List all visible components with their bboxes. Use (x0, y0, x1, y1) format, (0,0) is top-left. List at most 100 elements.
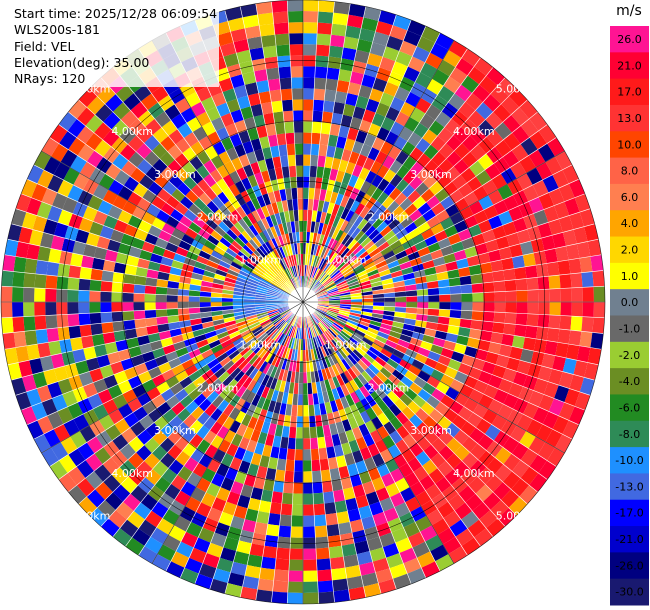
colorbar-tick-label: 1.0 (621, 270, 639, 283)
colorbar-tick-label: -26.0 (615, 559, 643, 572)
velocity-gate (308, 404, 315, 417)
velocity-gate (431, 492, 449, 509)
velocity-gate (582, 302, 594, 318)
velocity-gate (334, 398, 344, 411)
velocity-gate (395, 250, 408, 260)
velocity-gate (236, 494, 251, 509)
velocity-gate (503, 268, 516, 281)
velocity-gate (304, 338, 309, 351)
velocity-gate (558, 371, 574, 389)
velocity-gate (311, 313, 320, 324)
velocity-gate (423, 444, 439, 460)
velocity-gate (317, 569, 333, 582)
ray-separator (302, 6, 367, 303)
velocity-gate (271, 591, 288, 604)
velocity-gate (421, 363, 435, 376)
velocity-gate (332, 12, 349, 26)
velocity-gate (315, 55, 329, 68)
velocity-gate (318, 272, 327, 282)
velocity-gate (522, 252, 536, 267)
velocity-gate (366, 52, 383, 68)
velocity-gate (430, 42, 449, 60)
velocity-gate (242, 575, 260, 590)
velocity-gate (294, 371, 300, 384)
velocity-gate (541, 353, 556, 369)
velocity-gate (447, 325, 460, 335)
velocity-gate (428, 294, 440, 302)
velocity-gate (315, 310, 325, 318)
velocity-gate (279, 514, 292, 527)
velocity-gate (311, 314, 319, 324)
velocity-gate (413, 376, 427, 389)
velocity-gate (387, 259, 400, 269)
velocity-gate (278, 447, 288, 460)
velocity-gate (420, 401, 435, 416)
velocity-gate (408, 227, 422, 240)
velocity-gate (324, 356, 332, 368)
velocity-gate (303, 66, 316, 78)
velocity-gate (315, 308, 327, 316)
velocity-gate (274, 379, 282, 392)
velocity-gate (399, 261, 412, 271)
velocity-gate (376, 371, 388, 383)
velocity-gate (338, 231, 348, 244)
velocity-gate (483, 302, 495, 313)
velocity-gate (404, 203, 418, 217)
velocity-gate (392, 14, 412, 31)
velocity-gate (464, 246, 478, 259)
velocity-gate (415, 138, 431, 154)
velocity-gate (239, 529, 254, 544)
velocity-gate (372, 557, 390, 573)
velocity-gate (478, 370, 493, 385)
velocity-gate (522, 184, 539, 202)
velocity-gate (428, 181, 444, 196)
velocity-gate (425, 534, 443, 552)
velocity-gate (493, 104, 512, 123)
velocity-gate (387, 444, 402, 459)
velocity-gate (327, 290, 339, 296)
velocity-gate (488, 399, 504, 415)
velocity-gate (571, 302, 583, 317)
velocity-gate (574, 391, 591, 411)
velocity-gate (328, 294, 340, 298)
velocity-gate (363, 209, 375, 222)
velocity-gate (364, 420, 377, 434)
velocity-gate (362, 480, 376, 495)
velocity-gate (366, 243, 378, 255)
velocity-gate (336, 280, 347, 287)
velocity-gate (358, 84, 373, 99)
velocity-gate (316, 291, 328, 297)
velocity-gate (543, 205, 559, 223)
velocity-gate (331, 254, 341, 265)
velocity-gate (321, 275, 331, 285)
velocity-gate (537, 276, 550, 290)
velocity-gate (558, 402, 575, 421)
velocity-gate (362, 157, 375, 171)
velocity-gate (361, 221, 373, 234)
velocity-gate (559, 273, 572, 289)
velocity-gate (538, 394, 555, 412)
velocity-gate (573, 226, 588, 244)
velocity-gate (379, 367, 392, 379)
velocity-gate (579, 377, 595, 396)
velocity-gate (437, 527, 456, 545)
velocity-gate (324, 212, 332, 225)
velocity-gate (368, 378, 380, 391)
velocity-gate (485, 111, 503, 130)
velocity-gate (439, 294, 451, 302)
velocity-gate (382, 282, 395, 290)
velocity-gate (254, 442, 265, 456)
velocity-gate (343, 269, 355, 278)
ray-separator (302, 301, 605, 319)
velocity-gate (391, 61, 408, 77)
velocity-gate (338, 408, 348, 422)
velocity-gate (389, 330, 402, 340)
velocity-gate (507, 178, 523, 195)
velocity-gate (468, 328, 482, 340)
velocity-gate (328, 304, 340, 308)
velocity-gate (354, 230, 365, 242)
velocity-gate (292, 360, 297, 372)
velocity-gate (339, 303, 352, 308)
velocity-gate (330, 269, 341, 279)
velocity-gate (435, 32, 454, 51)
